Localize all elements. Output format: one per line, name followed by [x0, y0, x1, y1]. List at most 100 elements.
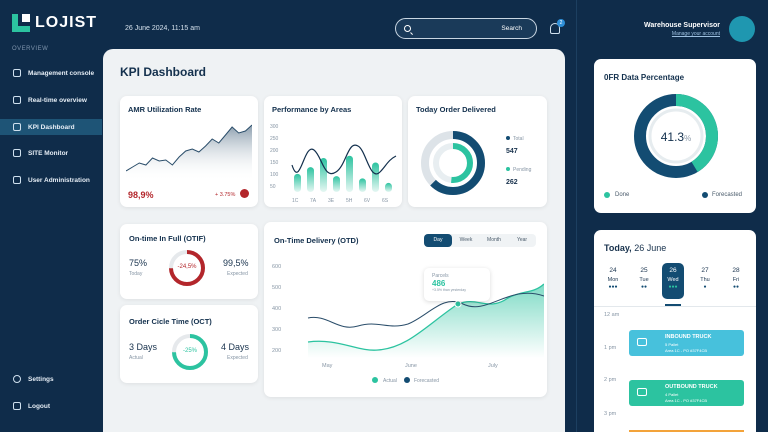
- event-dots: ●●: [640, 284, 648, 290]
- event-title: INBOUND TRUCK: [665, 334, 712, 340]
- today-order-ring-chart: [421, 131, 485, 195]
- search-input[interactable]: Search: [395, 18, 537, 39]
- amr-value: 98,9%: [128, 190, 154, 200]
- bell-icon[interactable]: [550, 23, 560, 34]
- day-number: 28: [732, 267, 740, 274]
- event-line: Area 1C - PO #37F4CB: [665, 398, 708, 403]
- tooltip-value: 486: [432, 279, 446, 288]
- time-label: 2 pm: [604, 377, 617, 383]
- amr-change: + 3.75%: [215, 192, 236, 198]
- legend-forecasted-dot: [404, 377, 410, 383]
- sidebar-item-user-administration[interactable]: User Administration: [0, 172, 102, 188]
- bar: [385, 182, 392, 192]
- calendar-title-prefix: Today,: [604, 243, 632, 253]
- y-tick-label: 50: [270, 184, 276, 190]
- upcoming-event[interactable]: [629, 430, 744, 432]
- sidebar-item-settings[interactable]: Settings: [0, 371, 102, 387]
- event-dots: ●: [703, 284, 707, 290]
- sidebar-item-real-time-overview[interactable]: Real-time overview: [0, 92, 102, 108]
- trend-arrow-icon: [240, 189, 249, 198]
- event-title: OUTBOUND TRUCK: [665, 384, 718, 390]
- tab-month[interactable]: Month: [487, 237, 501, 243]
- oct-actual-label: Actual: [129, 355, 143, 361]
- legend-actual-label: Actual: [383, 378, 397, 384]
- otd-tooltip: Parcels 486 +3.5% than yesterday: [424, 268, 490, 301]
- sidebar-section-label: OVERVIEW: [12, 46, 49, 52]
- calendar-divider: [594, 306, 756, 307]
- day-number: 25: [640, 267, 648, 274]
- y-tick-label: 300: [270, 124, 279, 130]
- otif-card: On-time In Full (OTIF) 75% Today -24,5% …: [120, 224, 258, 299]
- brand-name: LOJIST: [35, 14, 98, 31]
- pending-value: 262: [506, 179, 518, 186]
- header-datetime: 26 June 2024, 11:15 am: [125, 25, 200, 32]
- performance-title: Performance by Areas: [272, 105, 352, 114]
- x-tick-label: May: [322, 363, 333, 369]
- legend-forecasted-dot: [702, 192, 708, 198]
- today-order-card: Today Order Delivered Total 547 Pending …: [408, 96, 547, 207]
- bar: [333, 176, 340, 192]
- sidebar-item-logout[interactable]: Logout: [0, 398, 102, 414]
- sidebar-item-kpi-dashboard[interactable]: KPI Dashboard: [0, 119, 102, 135]
- x-tick-label: 1C: [292, 198, 299, 204]
- y-tick-label: 150: [270, 160, 279, 166]
- sidebar-item-label: Settings: [28, 375, 54, 383]
- legend-forecasted-label: Forecasted: [414, 378, 440, 384]
- manage-account-link[interactable]: Manage your account: [671, 31, 720, 37]
- event-line: 5 Pallet: [665, 342, 679, 347]
- user-icon: [13, 176, 21, 184]
- day-label: Mon: [607, 277, 619, 283]
- time-label: 12 am: [604, 312, 620, 318]
- search-label: Search: [501, 25, 522, 32]
- sidebar: LOJIST OVERVIEW Management console Real-…: [0, 0, 102, 432]
- tab-year[interactable]: Year: [516, 237, 528, 243]
- legend-dot: [506, 136, 510, 140]
- x-tick-label: 7A: [310, 198, 317, 204]
- y-tick-label: 300: [272, 327, 281, 333]
- day-number: 24: [609, 267, 617, 274]
- otif-title: On-time In Full (OTIF): [129, 234, 206, 243]
- oct-expected-label: Expected: [227, 355, 248, 361]
- outbound-truck-event[interactable]: OUTBOUND TRUCK 4 Pallet Area 1C - PO #37…: [629, 380, 744, 406]
- calendar-day[interactable]: 25 Tue ●●: [631, 263, 657, 299]
- ofr-title: 0FR Data Percentage: [604, 73, 685, 82]
- sidebar-item-label: SITE Monitor: [28, 149, 69, 157]
- highlight-point: [454, 300, 462, 308]
- gear-icon: [13, 375, 21, 383]
- otif-expected-value: 99,5%: [223, 258, 249, 268]
- legend-done-label: Done: [615, 192, 630, 198]
- notification-badge: 2: [557, 19, 565, 27]
- sidebar-item-site-monitor[interactable]: SITE Monitor: [0, 145, 102, 161]
- inbound-truck-event[interactable]: INBOUND TRUCK 5 Pallet Area 1C - PO #37F…: [629, 330, 744, 356]
- calendar-day[interactable]: 27 Thu ●: [692, 263, 718, 299]
- calendar-day-selected[interactable]: 26 Wed ●●●: [662, 263, 684, 299]
- calendar-card: Today, 26 June 24 Mon ●●● 25 Tue ●● 26 Wed ●●●…: [594, 230, 756, 432]
- legend-actual-dot: [372, 377, 378, 383]
- y-tick-label: 500: [272, 285, 281, 291]
- legend-forecasted-label: Forecasted: [712, 192, 743, 198]
- day-number: 27: [701, 267, 709, 274]
- calendar-day[interactable]: 28 Fri ●●: [723, 263, 749, 299]
- x-tick-label: 5H: [346, 198, 353, 204]
- otd-period-tabs: Day Week Month Year: [424, 234, 536, 247]
- brand-logo[interactable]: LOJIST: [12, 14, 97, 32]
- x-tick-label: July: [488, 363, 498, 369]
- event-dots: ●●: [732, 284, 740, 290]
- sidebar-item-management-console[interactable]: Management console: [0, 65, 102, 81]
- panel-divider: [576, 0, 577, 432]
- tab-day[interactable]: Day: [424, 234, 452, 247]
- ofr-donut-chart: [634, 94, 718, 178]
- user-role: Warehouse Supervisor: [644, 22, 720, 29]
- day-number: 26: [669, 267, 677, 274]
- avatar[interactable]: [729, 16, 755, 42]
- x-tick-label: June: [405, 363, 417, 369]
- search-icon: [404, 25, 411, 32]
- calendar-day[interactable]: 24 Mon ●●●: [600, 263, 626, 299]
- ofr-done-arc: [634, 94, 718, 178]
- otd-card: On-Time Delivery (OTD) Day Week Month Ye…: [264, 222, 547, 397]
- bar: [372, 162, 379, 192]
- tab-week[interactable]: Week: [459, 237, 473, 243]
- tooltip-sub: +3.5% than yesterday: [432, 288, 466, 292]
- time-label: 3 pm: [604, 411, 617, 417]
- y-tick-label: 200: [272, 348, 281, 354]
